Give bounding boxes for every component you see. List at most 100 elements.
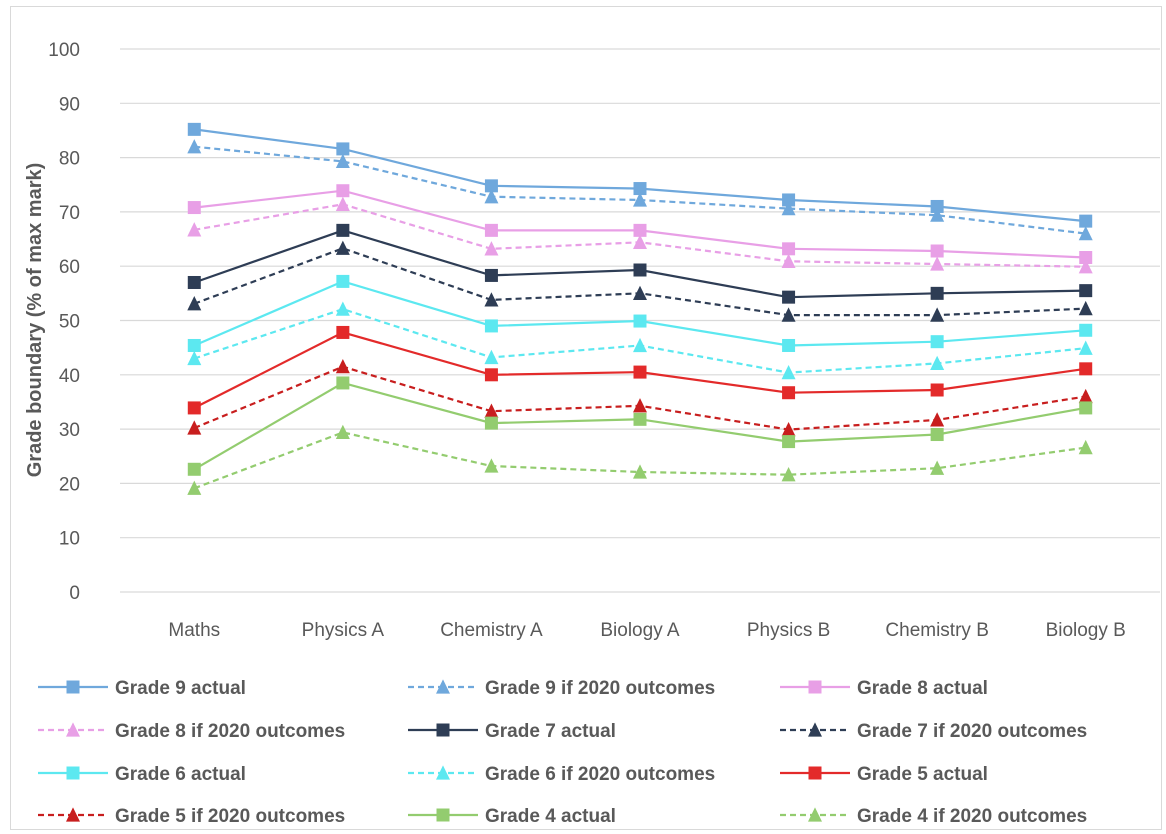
data-point (187, 350, 202, 366)
series-line (187, 376, 1093, 476)
y-tick-label: 50 (59, 312, 80, 333)
legend-item: Grade 7 actual (408, 721, 616, 742)
legend-item: Grade 5 actual (780, 764, 988, 785)
data-point (808, 766, 822, 780)
data-point (484, 189, 499, 204)
data-point (484, 268, 498, 282)
data-point (1079, 362, 1093, 376)
y-tick-label: 70 (59, 203, 80, 224)
data-point (1078, 259, 1093, 274)
y-tick-label: 0 (69, 583, 80, 604)
legend-item: Grade 6 if 2020 outcomes (408, 764, 715, 785)
legend-label: Grade 4 actual (485, 806, 616, 827)
series-line (187, 184, 1093, 265)
data-point (187, 338, 201, 352)
data-point (187, 480, 202, 495)
data-point (930, 207, 945, 222)
data-point (187, 401, 201, 415)
data-point (436, 723, 450, 737)
series-line (187, 240, 1093, 322)
legend-item: Grade 6 actual (38, 764, 246, 785)
data-point (66, 680, 80, 694)
legend-label: Grade 5 actual (857, 764, 988, 785)
data-point (436, 679, 450, 694)
data-point (930, 412, 945, 427)
data-point (436, 808, 450, 822)
legend-label: Grade 9 actual (115, 678, 246, 699)
data-point (1078, 439, 1093, 455)
y-axis-title: Grade boundary (% of max mark) (24, 163, 46, 478)
series-line (187, 139, 1093, 241)
data-point (484, 241, 499, 256)
legend: Grade 9 actual Grade 9 if 2020 outcomes Gr… (38, 678, 1087, 827)
x-axis-ticks: Maths Physics A Chemistry A Biology A Physic… (168, 620, 1125, 641)
data-point (336, 142, 350, 156)
data-point (335, 153, 350, 169)
data-point (781, 200, 796, 216)
data-point (633, 412, 647, 426)
data-point (335, 196, 350, 211)
data-point (930, 244, 944, 258)
data-point (782, 386, 796, 400)
y-tick-label: 20 (59, 474, 80, 495)
x-tick-label: Chemistry B (885, 620, 988, 641)
data-point (187, 222, 202, 237)
data-point (1078, 300, 1093, 316)
data-point (187, 122, 201, 136)
legend-item: Grade 4 actual (408, 806, 616, 827)
series-line (187, 122, 1093, 228)
data-point (808, 680, 822, 694)
data-point (930, 460, 945, 475)
legend-label: Grade 8 actual (857, 678, 988, 699)
data-point (782, 338, 796, 352)
data-point (336, 376, 350, 390)
x-tick-label: Physics A (302, 620, 385, 641)
series-path (193, 247, 1086, 317)
legend-item: Grade 8 if 2020 outcomes (38, 721, 345, 742)
data-point (484, 416, 498, 430)
data-point (484, 349, 499, 365)
data-point (930, 307, 945, 322)
legend-item: Grade 9 if 2020 outcomes (408, 678, 715, 699)
data-point (484, 223, 498, 237)
legend-item: Grade 4 if 2020 outcomes (780, 806, 1087, 827)
y-tick-label: 90 (59, 94, 80, 115)
y-axis-ticks: 0 10 20 30 40 50 60 70 80 90 100 (48, 40, 80, 604)
series-line (187, 424, 1093, 495)
data-point (335, 424, 350, 440)
data-point (1079, 284, 1093, 298)
data-point (808, 722, 822, 737)
x-tick-label: Biology A (600, 620, 680, 641)
series-line (187, 274, 1093, 352)
data-point (484, 319, 498, 333)
gridlines (120, 48, 1160, 593)
data-point (930, 256, 945, 271)
data-point (930, 383, 944, 397)
legend-label: Grade 8 if 2020 outcomes (115, 721, 345, 742)
data-point (781, 467, 796, 482)
data-point (633, 464, 647, 479)
data-point (633, 223, 647, 237)
data-point (930, 199, 944, 213)
x-tick-label: Biology B (1046, 620, 1126, 641)
data-point (782, 290, 796, 304)
data-point (1078, 340, 1093, 355)
data-point (335, 301, 350, 316)
data-point (484, 368, 498, 382)
data-point (781, 364, 796, 380)
y-tick-label: 60 (59, 257, 80, 278)
data-point (436, 765, 450, 780)
legend-label: Grade 7 if 2020 outcomes (857, 721, 1087, 742)
legend-label: Grade 9 if 2020 outcomes (485, 678, 715, 699)
data-point (335, 240, 350, 255)
data-point (633, 285, 647, 300)
y-tick-label: 100 (48, 40, 80, 61)
data-point (633, 182, 647, 196)
data-point (187, 139, 202, 154)
data-point (1078, 225, 1093, 241)
data-point (633, 263, 647, 277)
data-point (782, 193, 796, 207)
data-point (484, 179, 498, 193)
data-point (187, 275, 201, 289)
